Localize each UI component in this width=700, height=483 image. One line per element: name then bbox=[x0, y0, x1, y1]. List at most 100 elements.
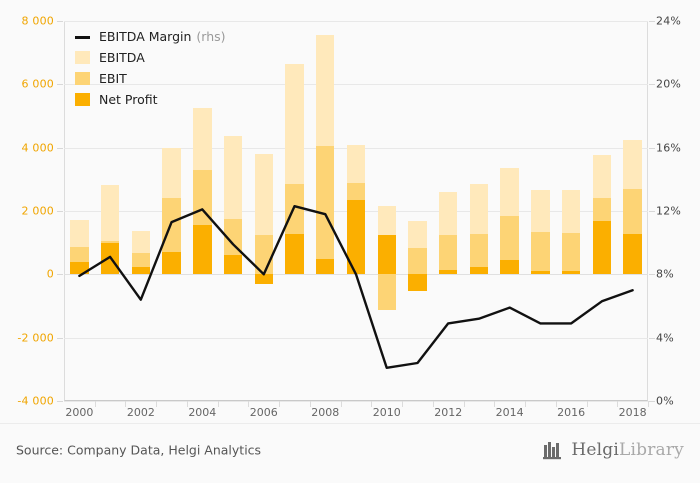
x-axis-tick: 2012 bbox=[434, 406, 463, 419]
bar-segment bbox=[531, 270, 550, 275]
x-tick-mark bbox=[156, 401, 158, 407]
bar-segment bbox=[285, 234, 304, 275]
bar-segment bbox=[469, 233, 489, 275]
x-tick-mark bbox=[648, 401, 649, 407]
y-axis-tick-left: 8 000 bbox=[21, 14, 54, 28]
tick-mark bbox=[649, 21, 655, 22]
x-tick-mark bbox=[279, 401, 281, 407]
legend-axis-note: (rhs) bbox=[196, 29, 226, 44]
x-tick-mark bbox=[617, 401, 619, 407]
y-axis-tick-right: 12% bbox=[656, 204, 682, 218]
bar-segment bbox=[531, 231, 550, 275]
tick-mark bbox=[57, 211, 63, 212]
x-tick-mark bbox=[555, 401, 557, 407]
bar-segment bbox=[254, 274, 273, 284]
y-axis-tick-left: 0 bbox=[46, 267, 54, 281]
bar-segment bbox=[438, 234, 458, 275]
x-tick-mark bbox=[371, 401, 373, 407]
gridline bbox=[64, 337, 648, 339]
tick-mark bbox=[649, 147, 655, 149]
x-axis-tick: 2014 bbox=[495, 406, 524, 419]
bar-segment bbox=[592, 220, 612, 275]
y-axis-tick-right: 20% bbox=[656, 77, 682, 91]
legend-label: EBITDA Margin bbox=[99, 29, 192, 44]
bar-segment bbox=[438, 270, 458, 275]
legend-label: Net Profit bbox=[99, 92, 158, 107]
y-axis-tick-left: -4 000 bbox=[17, 394, 54, 408]
tick-mark bbox=[649, 84, 655, 86]
bar-segment bbox=[346, 199, 366, 275]
legend-item[interactable]: EBITDA Margin (rhs) bbox=[75, 26, 226, 47]
x-axis-tick: 2018 bbox=[618, 406, 647, 419]
y-axis-tick-left: 4 000 bbox=[21, 141, 54, 155]
tick-mark bbox=[649, 401, 655, 402]
brand-primary: Helgi bbox=[571, 440, 619, 460]
bar-segment bbox=[408, 248, 427, 275]
bar-segment bbox=[623, 234, 642, 275]
legend-item[interactable]: EBITDA bbox=[75, 47, 226, 68]
gridline bbox=[64, 21, 648, 22]
legend-item[interactable]: Net Profit bbox=[75, 89, 226, 110]
brand-secondary: Library bbox=[618, 440, 684, 460]
tick-mark bbox=[57, 337, 63, 339]
legend-label: EBITDA bbox=[99, 50, 145, 65]
x-axis-tick: 2000 bbox=[65, 406, 94, 419]
brand-logo: HelgiLibrary bbox=[543, 440, 684, 460]
legend-label: EBIT bbox=[99, 71, 127, 86]
x-tick-mark bbox=[94, 401, 96, 407]
tick-mark bbox=[57, 21, 63, 22]
tick-mark bbox=[57, 401, 63, 402]
x-tick-mark bbox=[248, 401, 250, 407]
bar-segment bbox=[162, 252, 181, 275]
legend-color-swatch bbox=[75, 72, 90, 85]
legend-item[interactable]: EBIT bbox=[75, 68, 226, 89]
bar-segment bbox=[377, 234, 396, 275]
tick-mark bbox=[57, 274, 63, 276]
y-axis-tick-left: 2 000 bbox=[21, 204, 54, 218]
bar-segment bbox=[193, 225, 212, 275]
library-books-icon bbox=[543, 441, 562, 459]
bar-segment bbox=[223, 254, 243, 275]
bar-segment bbox=[131, 266, 151, 275]
gridline bbox=[64, 401, 648, 402]
tick-mark bbox=[57, 84, 63, 86]
plot-area bbox=[64, 21, 648, 402]
x-tick-mark bbox=[125, 401, 127, 407]
x-tick-mark bbox=[340, 401, 342, 407]
source-note: Source: Company Data, Helgi Analytics bbox=[16, 442, 262, 458]
bar-segment bbox=[316, 146, 335, 275]
legend-color-swatch bbox=[75, 93, 90, 106]
tick-mark bbox=[57, 147, 63, 149]
legend-color-swatch bbox=[75, 51, 90, 64]
tick-mark bbox=[649, 211, 655, 212]
tick-mark bbox=[649, 274, 655, 276]
x-tick-mark bbox=[463, 401, 465, 407]
tick-mark bbox=[649, 337, 655, 339]
x-tick-mark bbox=[586, 401, 588, 407]
x-tick-mark bbox=[309, 401, 311, 407]
bar-segment bbox=[469, 267, 489, 275]
x-axis-tick: 2010 bbox=[372, 406, 401, 419]
y-axis-tick-right: 16% bbox=[656, 141, 682, 155]
brand-text: HelgiLibrary bbox=[571, 440, 684, 460]
chart-legend: EBITDA Margin (rhs) EBITDA EBIT Net Profit bbox=[75, 26, 226, 110]
gridline bbox=[64, 84, 648, 86]
legend-line-marker bbox=[75, 30, 90, 43]
x-tick-mark bbox=[402, 401, 404, 407]
x-tick-mark bbox=[432, 401, 434, 407]
y-axis-tick-left: -2 000 bbox=[17, 331, 54, 345]
x-axis-tick: 2008 bbox=[311, 406, 340, 419]
x-tick-mark bbox=[525, 401, 527, 407]
bar-segment bbox=[70, 261, 89, 275]
y-axis-tick-right: 8% bbox=[656, 267, 674, 281]
x-axis-tick: 2016 bbox=[557, 406, 586, 419]
footer-divider bbox=[0, 423, 700, 424]
x-axis-tick: 2006 bbox=[249, 406, 278, 419]
x-tick-mark bbox=[494, 401, 496, 407]
bar-segment bbox=[500, 216, 519, 275]
bar-segment bbox=[561, 271, 581, 275]
y-axis-tick-left: 6 000 bbox=[21, 77, 54, 91]
x-tick-mark bbox=[186, 401, 188, 407]
bar-segment bbox=[408, 274, 427, 292]
